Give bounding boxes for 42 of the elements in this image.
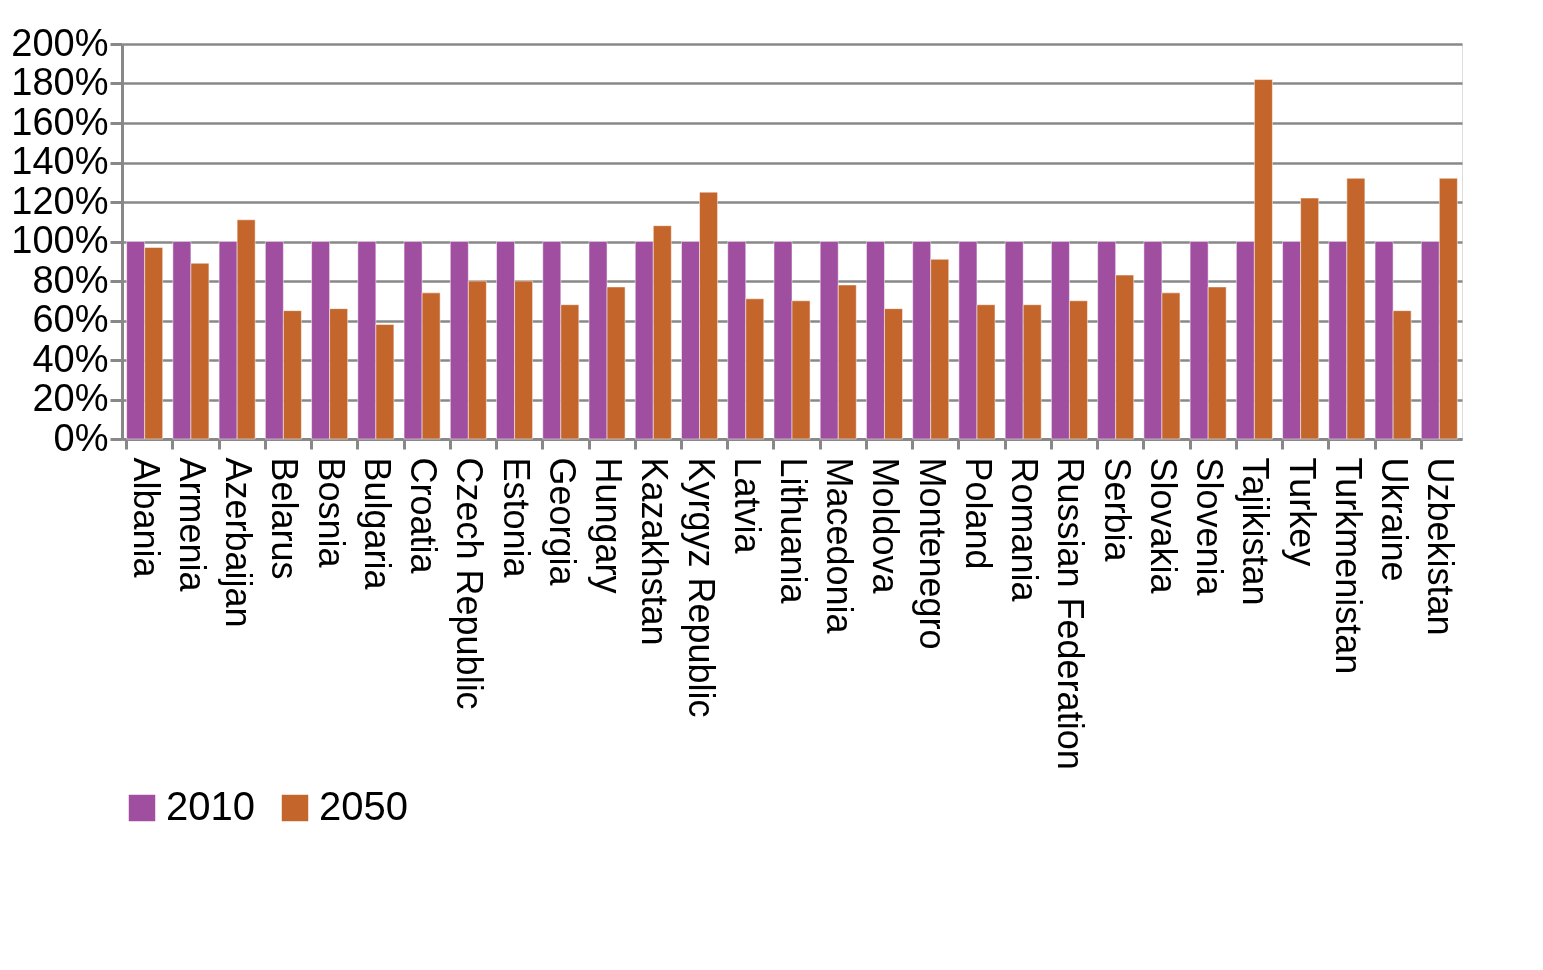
x-tick-label: Moldova: [865, 457, 907, 595]
y-tick-label: 160%: [11, 100, 109, 143]
y-tick-label: 100%: [11, 219, 109, 261]
x-tick-label: Bulgaria: [356, 457, 398, 591]
x-tick-label: Slovenia: [1189, 457, 1231, 597]
x-tick-label: Czech Republic: [449, 457, 491, 710]
x-tick-label: Armenia: [171, 457, 213, 593]
legend-label: 2050: [319, 784, 408, 828]
x-tick-label: Tajikistan: [1235, 457, 1277, 606]
x-tick-label: Bosnia: [310, 457, 352, 569]
x-tick-label: Slovakia: [1142, 457, 1184, 595]
x-tick-label: Turkey: [1281, 457, 1323, 567]
y-tick-label: 80%: [32, 258, 109, 301]
x-tick-label: Lithuania: [773, 457, 814, 605]
y-tick-label: 140%: [11, 140, 109, 182]
y-tick-label: 200%: [11, 21, 109, 64]
legend-label: 2010: [166, 784, 255, 828]
x-tick-label: Estonia: [495, 457, 537, 579]
x-tick-label: Serbia: [1096, 457, 1138, 563]
x-tick-label: Romania: [1004, 457, 1046, 603]
x-tick-label: Azerbaijan: [218, 457, 260, 628]
x-tick-label: Latvia: [726, 457, 768, 555]
x-tick-label: Poland: [957, 457, 999, 570]
y-tick-label: 60%: [32, 298, 109, 340]
y-tick-label: 180%: [11, 61, 109, 103]
x-tick-label: Montenegro: [911, 457, 953, 650]
x-tick-label: Hungary: [588, 457, 630, 594]
y-tick-label: 40%: [32, 337, 109, 380]
x-tick-label: Ukraine: [1374, 457, 1416, 582]
x-tick-label: Croatia: [403, 457, 445, 575]
x-tick-label: Uzbekistan: [1420, 457, 1462, 636]
y-tick-label: 0%: [53, 416, 109, 459]
y-tick-label: 20%: [32, 377, 109, 419]
x-tick-label: Russian Federation: [1050, 457, 1092, 770]
x-tick-label: Turkmenistan: [1327, 457, 1369, 675]
x-tick-label: Belarus: [264, 457, 306, 580]
x-tick-label: Albania: [125, 457, 167, 579]
x-tick-label: Kyrgyz Republic: [680, 457, 722, 718]
x-tick-label: Georgia: [541, 457, 583, 587]
x-tick-label: Kazakhstan: [634, 457, 676, 646]
x-tick-label: Macedonia: [819, 457, 861, 635]
y-tick-label: 120%: [11, 179, 109, 222]
